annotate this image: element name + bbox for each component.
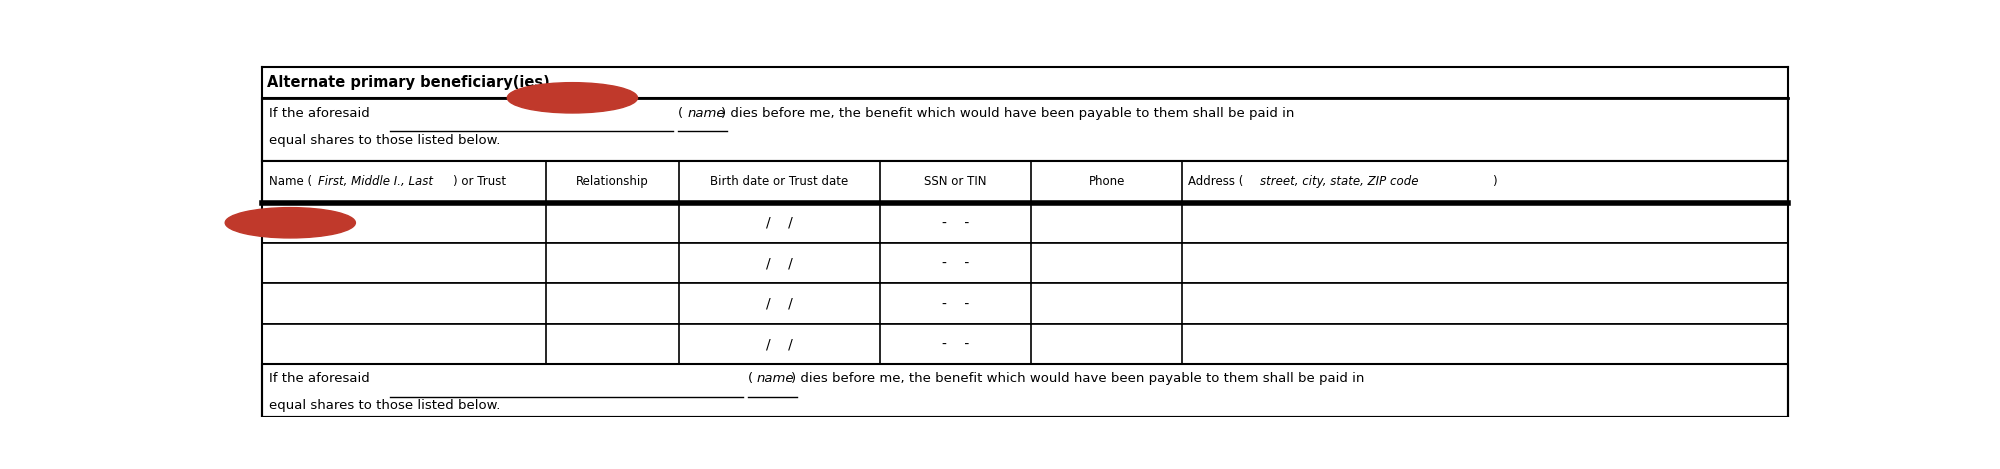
Text: Address (: Address ( bbox=[1188, 175, 1244, 188]
Text: -    -: - - bbox=[942, 297, 970, 310]
Text: /    /: / / bbox=[766, 216, 792, 230]
Circle shape bbox=[508, 83, 638, 113]
Text: equal shares to those listed below.: equal shares to those listed below. bbox=[268, 400, 500, 412]
Text: 7: 7 bbox=[284, 213, 298, 232]
Text: name: name bbox=[688, 107, 724, 120]
Bar bbox=[262, 161, 1788, 203]
Bar bbox=[262, 416, 1788, 431]
Text: First, Middle I., Last: First, Middle I., Last bbox=[318, 175, 434, 188]
Bar bbox=[262, 324, 1788, 364]
Text: -    -: - - bbox=[942, 256, 970, 270]
Text: 6: 6 bbox=[566, 88, 580, 107]
Text: Alternate primary beneficiary(ies): Alternate primary beneficiary(ies) bbox=[268, 75, 550, 90]
Text: /    /: / / bbox=[766, 337, 792, 351]
Text: /    /: / / bbox=[766, 297, 792, 310]
Bar bbox=[262, 203, 1788, 243]
Text: -    -: - - bbox=[942, 216, 970, 230]
Text: street, city, state, ZIP code: street, city, state, ZIP code bbox=[1260, 175, 1418, 188]
Text: Name (: Name ( bbox=[268, 175, 312, 188]
Text: (: ( bbox=[678, 107, 682, 120]
Text: Birth date or Trust date: Birth date or Trust date bbox=[710, 175, 848, 188]
Text: ) or Trust: ) or Trust bbox=[454, 175, 506, 188]
Text: ): ) bbox=[1492, 175, 1496, 188]
Text: (: ( bbox=[748, 372, 752, 385]
Text: ) dies before me, the benefit which would have been payable to them shall be pai: ) dies before me, the benefit which woul… bbox=[790, 372, 1364, 385]
Bar bbox=[262, 98, 1788, 161]
Circle shape bbox=[226, 208, 356, 238]
Text: If the aforesaid: If the aforesaid bbox=[268, 372, 370, 385]
Bar bbox=[262, 364, 1788, 416]
Text: SSN or TIN: SSN or TIN bbox=[924, 175, 986, 188]
Bar bbox=[262, 243, 1788, 283]
Text: /    /: / / bbox=[766, 256, 792, 270]
Text: -    -: - - bbox=[942, 337, 970, 351]
Text: ) dies before me, the benefit which would have been payable to them shall be pai: ) dies before me, the benefit which woul… bbox=[722, 107, 1294, 120]
Text: Relationship: Relationship bbox=[576, 175, 648, 188]
Text: name: name bbox=[756, 372, 794, 385]
Text: Phone: Phone bbox=[1088, 175, 1124, 188]
Text: equal shares to those listed below.: equal shares to those listed below. bbox=[268, 134, 500, 147]
Bar bbox=[262, 283, 1788, 324]
Text: If the aforesaid: If the aforesaid bbox=[268, 107, 370, 120]
